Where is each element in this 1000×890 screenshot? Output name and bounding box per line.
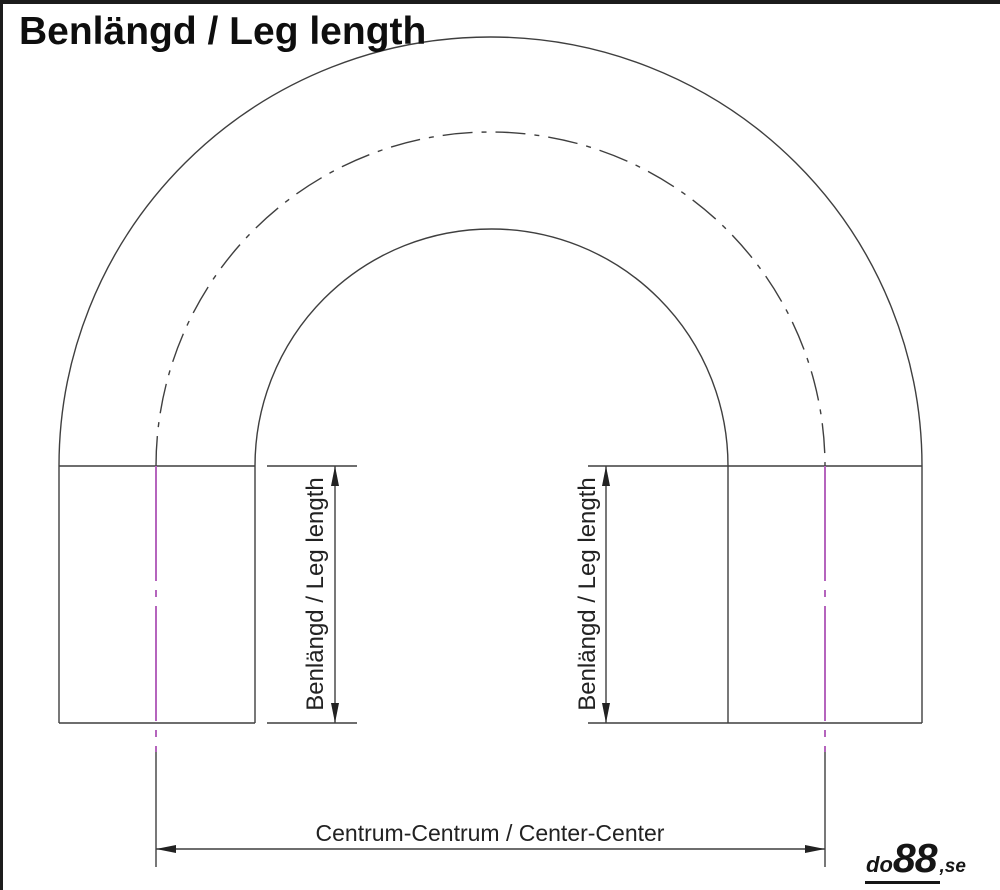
- center-center-extension-lines: [155, 751, 826, 867]
- do88-logo: do88 ,se: [865, 838, 966, 884]
- left-dim-extension-lines: [267, 465, 357, 724]
- do88-logo-main: do88: [865, 838, 940, 884]
- inner-arc: [254, 228, 729, 467]
- center-dim-arrow-right: [805, 845, 825, 853]
- right-leg-length-label: Benlängd / Leg length: [574, 477, 601, 711]
- bend-drawing: [58, 36, 923, 867]
- do88-logo-number: 88: [892, 835, 938, 881]
- center-dim-arrow-left: [156, 845, 176, 853]
- right-dim-extension-lines: [588, 465, 728, 724]
- diagram-title: Benlängd / Leg length: [19, 10, 427, 53]
- right-dim-arrow-down: [602, 703, 610, 723]
- left-leg-outline: [58, 465, 256, 724]
- centerline-arc: [155, 131, 826, 467]
- left-leg-length-label: Benlängd / Leg length: [302, 477, 329, 711]
- outer-arc: [58, 36, 923, 467]
- right-leg-outline: [727, 465, 923, 724]
- do88-logo-do: do: [866, 852, 893, 877]
- left-dim-arrow-down: [331, 703, 339, 723]
- left-dim-arrow-up: [331, 466, 339, 486]
- center-center-label: Centrum-Centrum / Center-Center: [315, 820, 665, 846]
- right-dim-arrow-up: [602, 466, 610, 486]
- do88-logo-se: ,se: [939, 856, 966, 877]
